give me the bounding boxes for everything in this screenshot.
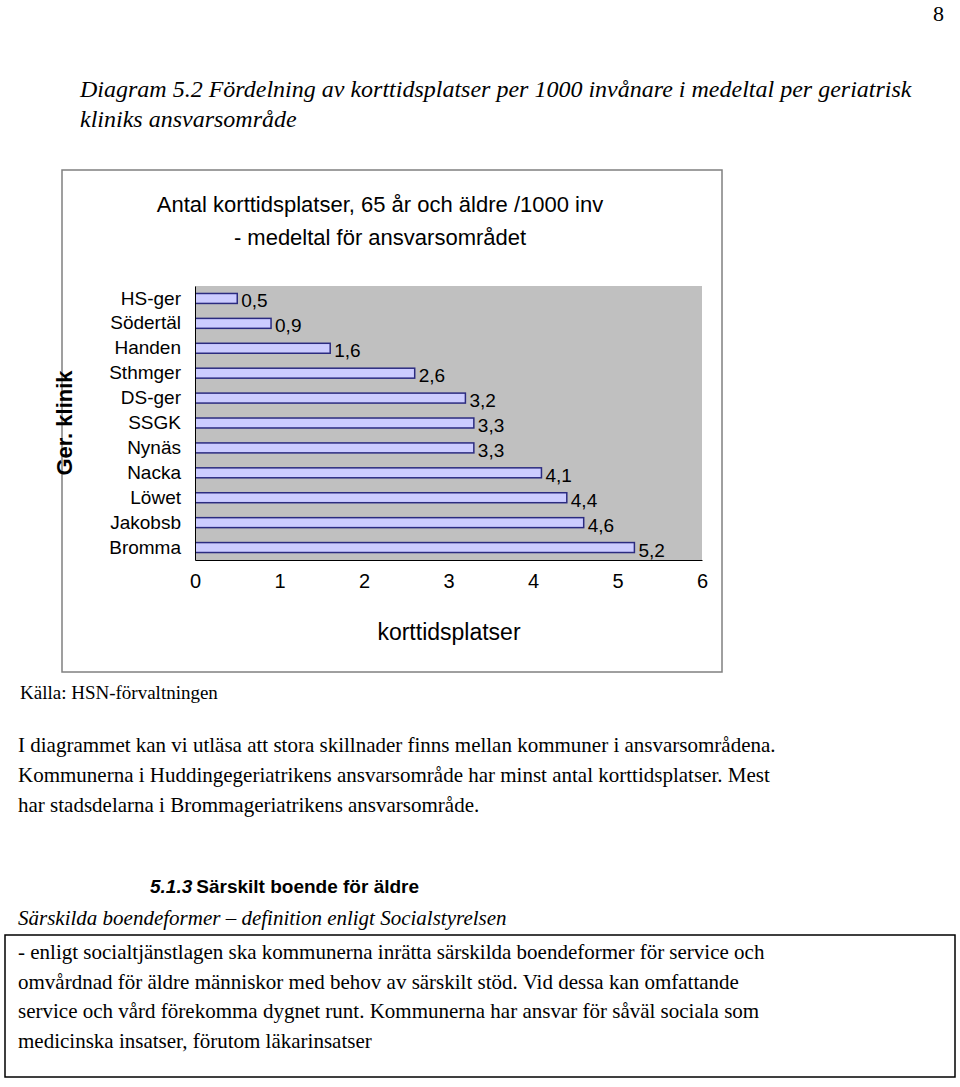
- plot-area: [195, 286, 702, 560]
- x-tick: 4: [528, 560, 539, 592]
- x-axis-title: korttidsplatser: [377, 619, 521, 645]
- data-label: 0,9: [275, 315, 301, 336]
- definition-line: medicinska insatser, förutom läkarinsats…: [18, 1029, 372, 1053]
- source: Källa: HSN-förvaltningen: [20, 682, 218, 703]
- x-tick: 0: [190, 560, 201, 592]
- x-tick-label: 3: [443, 570, 454, 592]
- paragraph-line: har stadsdelarna i Brommageriatrikens an…: [18, 793, 479, 817]
- y-tick-label: Jakobsb: [110, 512, 181, 533]
- y-axis-title: Ger. klinik: [52, 370, 77, 476]
- data-labels: 0,5 0,9 1,6 2,6 3,2 3,3 3,3 4,14,4 4,6 5,2: [241, 290, 665, 560]
- y-tick: Handen: [114, 337, 195, 358]
- caption: Diagram 5.2 Fördelning av korttidsplatse…: [79, 76, 912, 102]
- x-axis: 0 1 2 3 4 5 6: [190, 560, 708, 592]
- y-tick-label: Handen: [114, 337, 181, 358]
- y-tick: Sthmger: [109, 362, 195, 383]
- y-tick: DS-ger: [121, 387, 195, 408]
- bar: [195, 318, 271, 328]
- definition-line: service och vård förekomma dygnet runt. …: [18, 999, 759, 1023]
- y-tick: Löwet: [130, 487, 195, 508]
- x-axis-line: [196, 560, 703, 561]
- y-tick: SSGK: [128, 412, 195, 433]
- y-axis: HS-ger Södertäl Handen Sthmger DS-ger SSGK Nyn…: [109, 287, 195, 561]
- data-label: 4,6: [588, 515, 614, 536]
- y-tick: Nynäs: [127, 437, 195, 458]
- data-label: 0,5: [241, 290, 267, 311]
- y-tick-label: Nacka: [127, 462, 181, 483]
- y-tick: Nacka: [127, 462, 195, 483]
- x-tick-label: 5: [612, 570, 623, 592]
- data-label: 3,3: [478, 415, 504, 436]
- x-tick-label: 1: [274, 570, 285, 592]
- bar: [195, 293, 237, 303]
- y-tick-label: DS-ger: [121, 387, 182, 408]
- y-tick-label: Södertäl: [110, 312, 181, 333]
- data-label: 3,3: [478, 440, 504, 461]
- y-tick-label: HS-ger: [121, 288, 182, 309]
- x-tick-label: 4: [528, 570, 539, 592]
- x-tick: 5: [612, 560, 623, 592]
- bar: [195, 443, 474, 453]
- data-label: 4,1: [545, 465, 571, 486]
- y-tick-label: Löwet: [130, 487, 181, 508]
- data-label: 2,6: [419, 365, 445, 386]
- x-tick: 6: [697, 560, 708, 592]
- y-tick: HS-ger: [121, 288, 195, 309]
- section-number: 5.1.3: [150, 876, 193, 897]
- y-tick-label: Bromma: [109, 537, 181, 558]
- paragraph-line: Kommunerna i Huddingegeriatrikens ansvar…: [18, 763, 770, 787]
- definition-line: - enligt socialtjänstlagen ska kommunern…: [18, 940, 765, 964]
- data-label: 4,4: [571, 490, 598, 511]
- data-label: 5,2: [638, 540, 664, 561]
- chart-frame: [62, 170, 722, 672]
- y-tick-label: Sthmger: [109, 362, 181, 383]
- bar: [195, 518, 584, 528]
- y-axis-line: [195, 287, 196, 561]
- page-number: 8: [933, 1, 944, 26]
- x-tick-label: 6: [697, 570, 708, 592]
- x-tick-label: 0: [190, 570, 201, 592]
- bar: [195, 343, 330, 353]
- chart-subtitle: - medeltal för ansvarsområdet: [234, 225, 526, 250]
- x-tick: 2: [359, 560, 370, 592]
- data-label: 1,6: [334, 340, 360, 361]
- y-tick-label: Nynäs: [127, 437, 181, 458]
- y-tick: Jakobsb: [110, 512, 195, 533]
- y-tick-label: SSGK: [128, 412, 181, 433]
- chart-title: Antal korttidsplatser, 65 år och äldre /…: [157, 192, 603, 217]
- definition-box: [5, 935, 955, 1077]
- bar: [195, 543, 634, 553]
- definition-heading: Särskilda boendeformer – definition enli…: [18, 906, 507, 930]
- y-tick: Bromma: [109, 537, 195, 558]
- bar: [195, 468, 541, 478]
- x-tick: 1: [274, 560, 285, 592]
- bar: [195, 493, 567, 503]
- paragraph-line: I diagrammet kan vi utläsa att stora ski…: [18, 733, 776, 757]
- definition-line: omvårdnad för äldre människor med behov …: [18, 970, 739, 994]
- data-label: 3,2: [469, 390, 495, 411]
- section-title: Särskilt boende för äldre: [196, 876, 419, 897]
- bar: [195, 368, 415, 378]
- x-tick: 3: [443, 560, 454, 592]
- bar: [195, 418, 474, 428]
- page: 8 Diagram 5.2 Fördelning av korttidsplats…: [0, 0, 960, 1087]
- section-heading: 5.1.3Särskilt boende för äldre: [150, 876, 419, 897]
- bar: [195, 393, 465, 403]
- caption: kliniks ansvarsområde: [80, 106, 297, 132]
- bars: [195, 293, 634, 552]
- y-tick: Södertäl: [110, 312, 195, 333]
- x-tick-label: 2: [359, 570, 370, 592]
